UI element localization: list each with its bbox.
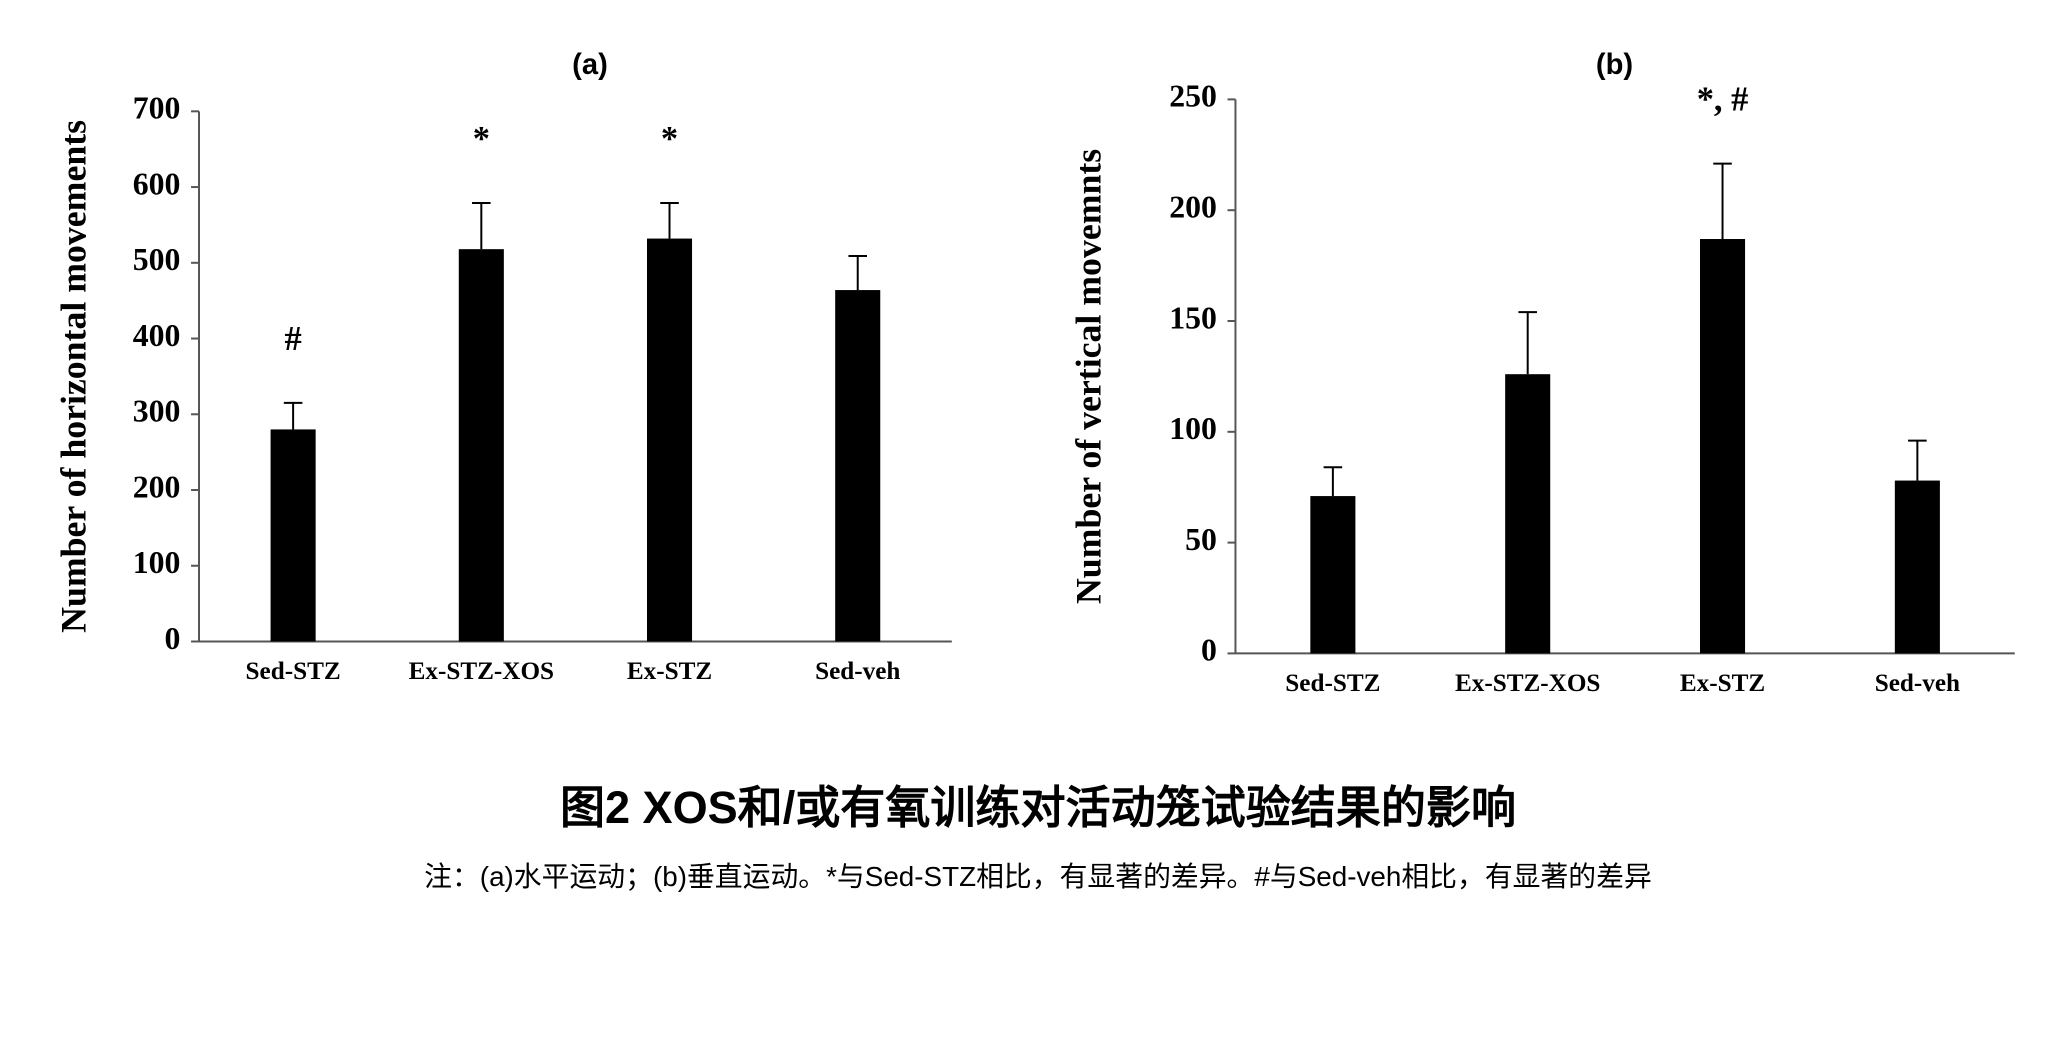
- bar: [1700, 239, 1746, 654]
- figure-caption: 图2 XOS和/或有氧训练对活动笼试验结果的影响: [560, 782, 1516, 833]
- y-axis-label: Number of vertical movemnts: [1069, 149, 1109, 604]
- x-tick-label: Sed-veh: [1875, 670, 1960, 697]
- x-tick-label: Sed-STZ: [1285, 670, 1380, 697]
- y-tick-label: 200: [133, 469, 181, 504]
- y-tick-label: 0: [1201, 633, 1217, 668]
- bar: [1310, 496, 1356, 654]
- x-tick-label: Ex-STZ-XOS: [409, 658, 554, 685]
- y-tick-label: 100: [133, 545, 181, 580]
- y-tick-label: 300: [133, 394, 181, 429]
- figure-note: 注：(a)水平运动；(b)垂直运动。*与Sed-STZ相比，有显著的差异。#与S…: [424, 861, 1652, 892]
- y-axis-label: Number of horizontal movements: [53, 120, 93, 633]
- y-tick-label: 700: [133, 91, 181, 126]
- x-tick-label: Sed-STZ: [246, 658, 341, 685]
- y-tick-label: 600: [133, 166, 181, 201]
- significance-annotation: *: [473, 120, 490, 158]
- y-tick-label: 250: [1169, 79, 1217, 114]
- y-tick-label: 150: [1169, 300, 1217, 335]
- chart-title: (b): [1596, 49, 1633, 81]
- x-tick-label: Ex-STZ-XOS: [1455, 670, 1600, 697]
- bar: [646, 238, 693, 642]
- y-tick-label: 50: [1185, 522, 1217, 557]
- bar: [835, 290, 881, 642]
- significance-annotation: *: [661, 120, 678, 158]
- significance-annotation: #: [285, 320, 302, 358]
- bar: [458, 249, 504, 642]
- bar: [1505, 374, 1551, 654]
- chart-title: (a): [572, 49, 608, 81]
- y-tick-label: 0: [165, 621, 181, 656]
- x-tick-label: Ex-STZ: [1680, 670, 1765, 697]
- bar: [270, 429, 316, 642]
- significance-annotation: *, #: [1697, 81, 1749, 119]
- bar: [1894, 480, 1940, 654]
- x-tick-label: Sed-veh: [815, 658, 900, 685]
- y-tick-label: 400: [133, 318, 181, 353]
- y-tick-label: 500: [133, 242, 181, 277]
- x-tick-label: Ex-STZ: [627, 658, 712, 685]
- y-tick-label: 200: [1169, 190, 1217, 225]
- y-tick-label: 100: [1169, 411, 1217, 446]
